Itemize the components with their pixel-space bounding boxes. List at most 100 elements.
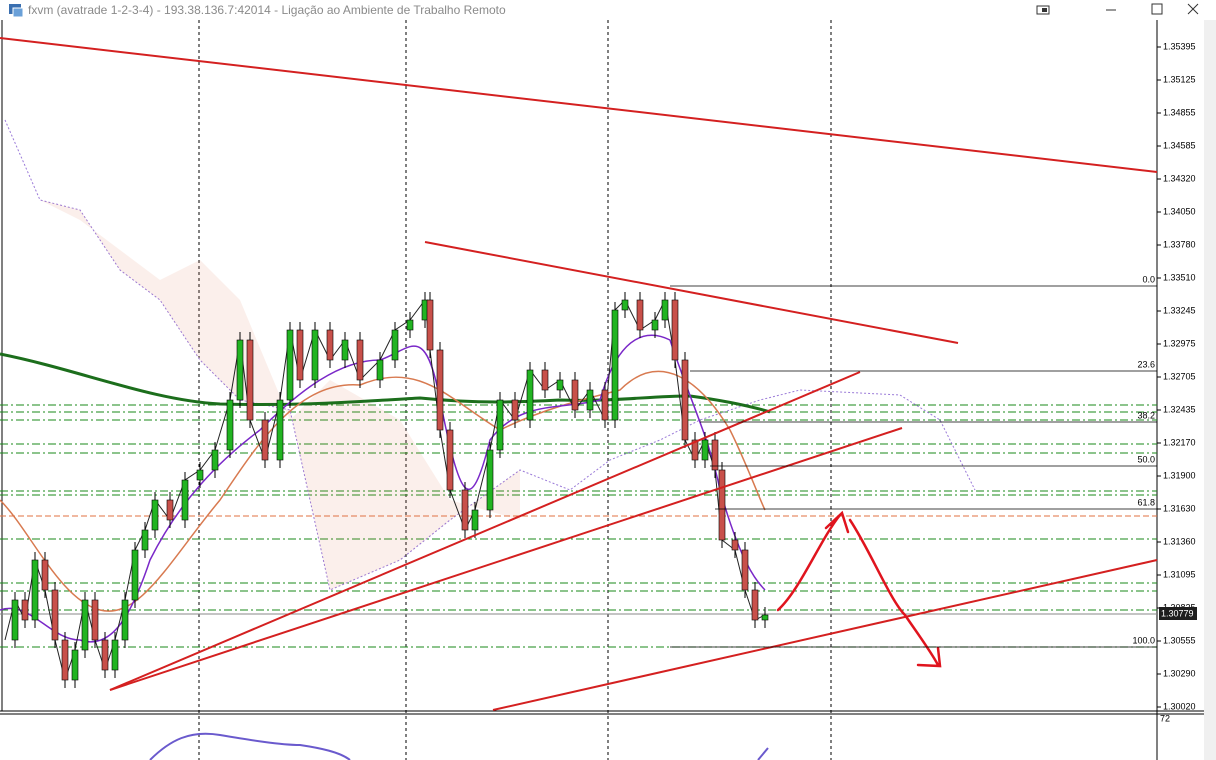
candle-body — [471, 509, 479, 531]
candle-body — [311, 329, 319, 381]
price-label: 1.35125 — [1163, 74, 1196, 84]
price-label: 1.35395 — [1163, 41, 1196, 51]
candles — [11, 292, 769, 688]
price-label: 1.32435 — [1163, 404, 1196, 414]
candle-body — [296, 329, 304, 381]
trend-line — [109, 371, 861, 691]
candle-body — [681, 359, 689, 441]
icon-screen-2 — [12, 7, 24, 18]
price-label: 1.33245 — [1163, 305, 1196, 315]
candle-body — [611, 309, 619, 421]
candle-body — [586, 389, 594, 411]
minimize-button[interactable] — [1088, 0, 1134, 20]
price-label: 1.32705 — [1163, 371, 1196, 381]
candle-body — [21, 599, 29, 621]
window-title: fxvm (avatrade 1-2-3-4) - 193.38.136.7:4… — [28, 3, 506, 17]
fib-label: 50.0 — [1137, 454, 1155, 464]
icon — [1151, 3, 1163, 15]
candle-body — [711, 439, 719, 471]
candle-body — [151, 499, 159, 531]
candle-body — [61, 639, 69, 681]
candle-body — [236, 339, 244, 401]
fib-label: 38.2 — [1137, 410, 1155, 420]
candle-body — [376, 359, 384, 381]
price-label: 1.30020 — [1163, 701, 1196, 711]
candle-body — [181, 479, 189, 521]
maximize-button[interactable] — [1134, 0, 1180, 20]
candle-body — [541, 369, 549, 391]
candle-body — [461, 489, 469, 531]
candle-body — [141, 529, 149, 551]
candle-body — [741, 549, 749, 591]
candle-body — [166, 499, 174, 521]
candle-body — [436, 349, 444, 431]
candle-body — [31, 559, 39, 621]
price-label: 1.34320 — [1163, 173, 1196, 183]
scrollbar — [1204, 20, 1216, 760]
candle-body — [671, 299, 679, 361]
trend-line — [0, 37, 1158, 173]
candle-body — [486, 449, 494, 511]
candle-body — [391, 329, 399, 361]
cloud — [40, 200, 520, 590]
candle-body — [81, 599, 89, 651]
fib-label: 0.0 — [1142, 274, 1155, 284]
candle-body — [101, 639, 109, 671]
candle-body — [51, 589, 59, 641]
candle-body — [211, 449, 219, 471]
candle-body — [111, 639, 119, 671]
fib-label: 23.6 — [1137, 359, 1155, 369]
candle-body — [131, 549, 139, 601]
candle-body — [751, 589, 759, 621]
price-label: 1.30290 — [1163, 668, 1196, 678]
hand-drawn-arrow — [776, 510, 942, 668]
candle-body — [356, 339, 364, 381]
candle-body — [341, 339, 349, 361]
candle-body — [651, 319, 659, 331]
candle-body — [226, 399, 234, 451]
price-label: 1.33780 — [1163, 239, 1196, 249]
cloud-edge — [4, 119, 976, 591]
moving-average-mid — [0, 370, 766, 612]
connection-bar-button[interactable] — [1020, 0, 1066, 20]
candle-body — [71, 649, 79, 681]
candle-body — [446, 429, 454, 491]
candle-body — [326, 329, 334, 361]
fib-label: 61.8 — [1137, 497, 1155, 507]
candle-body — [121, 599, 129, 641]
icon — [1042, 8, 1047, 12]
candle-body — [276, 399, 284, 461]
candle-body — [426, 299, 434, 351]
candle-body — [286, 329, 294, 401]
candle-body — [511, 399, 519, 421]
candle-body — [91, 599, 99, 641]
price-label: 1.31900 — [1163, 470, 1196, 480]
candle-body — [11, 599, 19, 641]
price-label: 1.31095 — [1163, 569, 1196, 579]
close-button[interactable] — [1170, 0, 1216, 20]
chart-area — [0, 20, 1157, 712]
candle-body — [406, 319, 414, 331]
candle-body — [731, 539, 739, 551]
price-label: 1.34585 — [1163, 140, 1196, 150]
trend-line — [424, 241, 959, 344]
current-price: 1.30779 — [1161, 608, 1194, 618]
candle-body — [601, 389, 609, 421]
candle-body — [496, 399, 504, 451]
price-label: 1.34855 — [1163, 107, 1196, 117]
icon — [1036, 5, 1050, 15]
price-label: 1.34050 — [1163, 206, 1196, 216]
candle-body — [691, 439, 699, 461]
fib-label: 100.0 — [1132, 635, 1155, 645]
price-label: 1.32975 — [1163, 338, 1196, 348]
candle-body — [261, 419, 269, 461]
candle-body — [701, 439, 709, 461]
price-chart: 0.0 23.6 38.2 50.0 61.8 100.0 1.35395 1.35125 1… — [0, 20, 1216, 760]
candle-body — [571, 379, 579, 411]
fibonacci-retracement: 0.0 23.6 38.2 50.0 61.8 100.0 — [670, 274, 1157, 648]
candle-body — [196, 469, 204, 481]
candle-body — [556, 379, 564, 391]
candle-body — [621, 299, 629, 311]
candle-body — [718, 469, 726, 541]
